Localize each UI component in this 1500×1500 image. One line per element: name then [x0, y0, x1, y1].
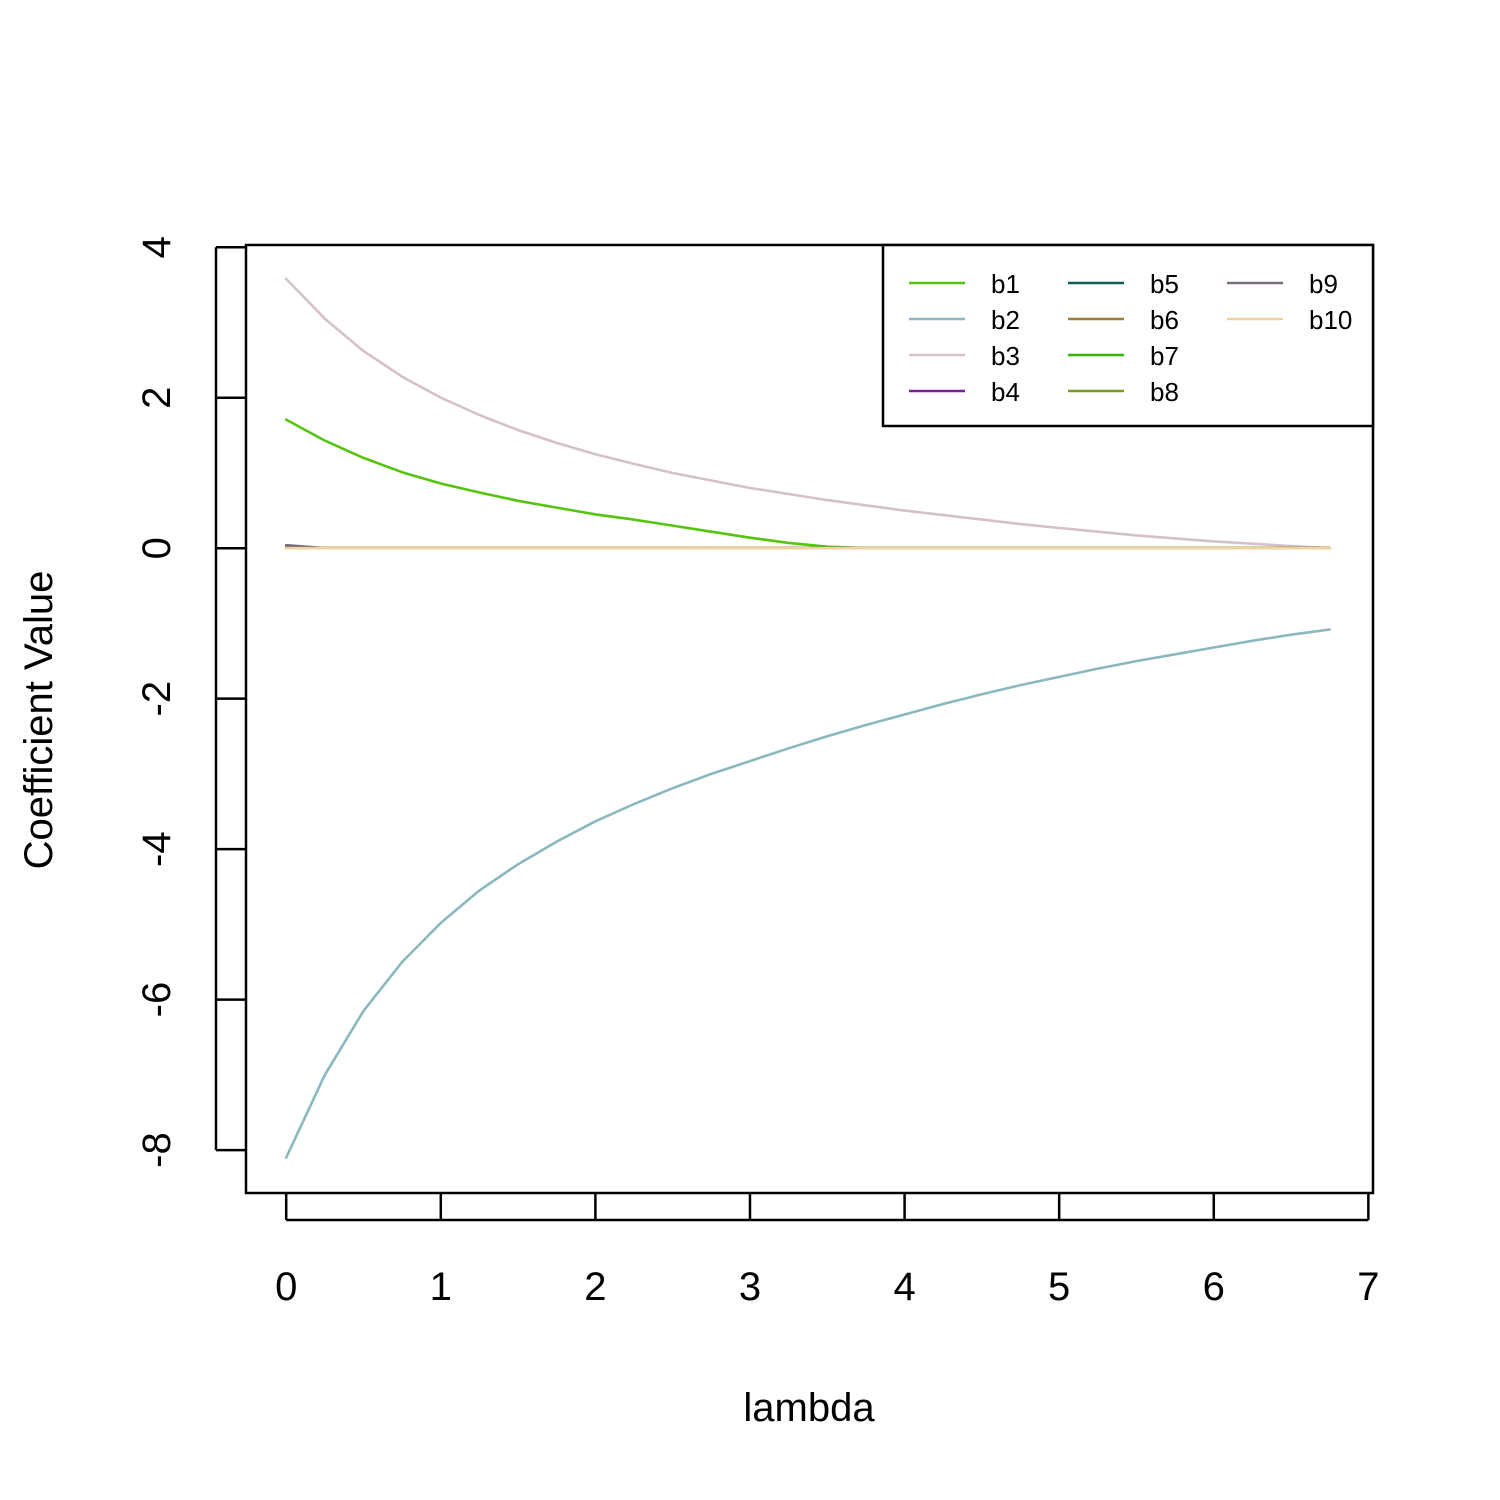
legend-label-b3: b3 — [991, 341, 1020, 371]
y-tick-label: 4 — [135, 236, 179, 258]
x-tick-label: 4 — [893, 1265, 915, 1309]
x-axis-title: lambda — [743, 1386, 875, 1430]
y-tick-label: -8 — [135, 1132, 179, 1168]
y-axis-title: Coefficient Value — [17, 571, 61, 870]
x-tick-label: 7 — [1357, 1265, 1379, 1309]
y-tick-label: -4 — [135, 831, 179, 867]
axes-layer: 0 1 2 3 4 5 6 7 -8 -6 -4 -2 0 2 4 — [135, 236, 1379, 1309]
legend-label-b4: b4 — [991, 377, 1020, 407]
series-line-b2 — [284, 628, 1331, 1159]
legend-label-b6: b6 — [1150, 305, 1179, 335]
y-tick-label: 2 — [135, 387, 179, 409]
y-tick-label: -6 — [135, 982, 179, 1018]
x-tick-label: 1 — [430, 1265, 452, 1309]
series-layer — [284, 277, 1331, 1159]
y-tick-label: -2 — [135, 681, 179, 717]
legend: b1 b2 b3 b4 b5 b6 b7 b8 b9 b10 — [881, 243, 1375, 428]
legend-label-b9: b9 — [1309, 269, 1338, 299]
x-tick-label: 5 — [1048, 1265, 1070, 1309]
legend-label-b1: b1 — [991, 269, 1020, 299]
legend-label-b5: b5 — [1150, 269, 1179, 299]
x-tick-label: 0 — [275, 1265, 297, 1309]
y-tick-label: 0 — [135, 537, 179, 559]
legend-label-b2: b2 — [991, 305, 1020, 335]
legend-label-b10: b10 — [1309, 305, 1352, 335]
plot-frame — [244, 243, 1375, 1195]
legend-label-b8: b8 — [1150, 377, 1179, 407]
legend-label-b7: b7 — [1150, 341, 1179, 371]
legend-box — [881, 243, 1375, 428]
x-tick-label: 3 — [739, 1265, 761, 1309]
x-tick-label: 6 — [1203, 1265, 1225, 1309]
series-line-b3 — [284, 277, 1331, 550]
x-tick-label: 2 — [584, 1265, 606, 1309]
